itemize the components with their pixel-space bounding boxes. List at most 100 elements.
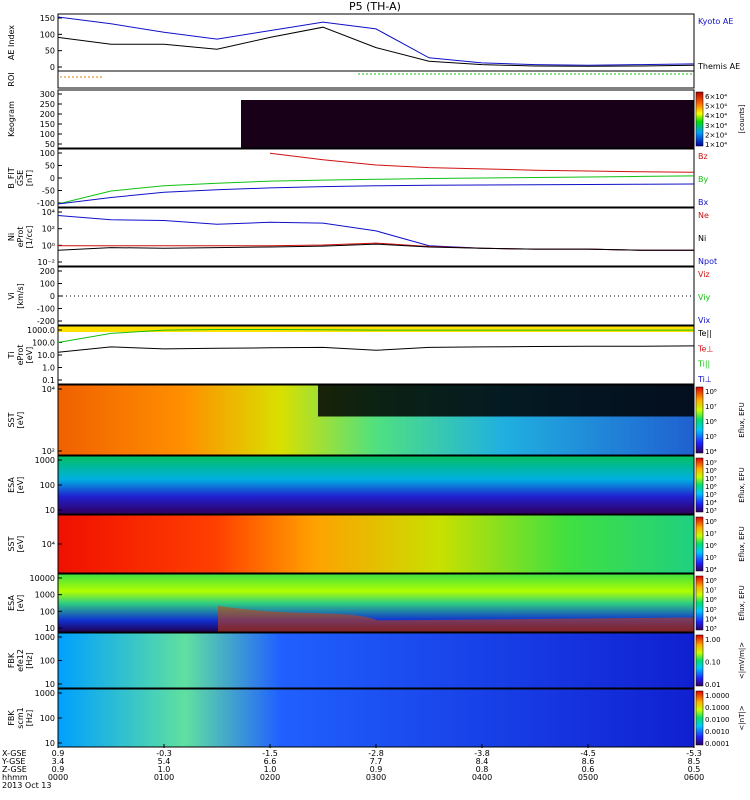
x-tick-x: -2.8	[368, 749, 384, 758]
temperature-legend-0: Te||	[697, 329, 712, 338]
ae-legend-1: Themis AE	[697, 62, 740, 71]
bfield-ylabel-0: B_FIT	[7, 167, 16, 188]
sst_e-ylabel-0: SST	[7, 412, 16, 427]
x-tick-x: -0.3	[156, 749, 172, 758]
x-tick-z: 1.0	[264, 765, 277, 774]
esa-i-band	[218, 605, 694, 632]
temperature-series-ti--	[57, 329, 694, 343]
density-ytick-label: 10²	[42, 225, 55, 234]
esa_e-colorbar	[695, 457, 704, 513]
velocity-ytick-label: 100	[40, 280, 55, 289]
ae-frame	[57, 13, 695, 72]
sst_e-colorbar-label: 10⁶	[705, 418, 717, 426]
fbk_b-ytick-label: 100	[40, 657, 55, 666]
x-tick-z: 0.9	[370, 765, 383, 774]
x-tick-y: 8.5	[688, 757, 701, 766]
roi-ylabel-0: ROI	[7, 72, 16, 86]
velocity-ylabel: Vi [km/s]	[7, 283, 25, 309]
esa_i-ytick-label: 100	[40, 607, 55, 616]
sst_e-frame	[57, 384, 695, 456]
sst_e-ytick-label: 10²	[42, 447, 55, 456]
fbk_e-ylabel-2: [Hz]	[25, 710, 34, 726]
sst_i-colorbar-title: Eflux, EFU	[738, 526, 746, 561]
density-ytick-label: 10⁰	[42, 241, 55, 250]
x-tick-t: 0500	[578, 773, 598, 782]
x-tick-x: -5.3	[686, 749, 702, 758]
x-tick-y: 3.4	[52, 757, 65, 766]
x-tick-z: 0.9	[52, 765, 65, 774]
sst_e-colorbar-label: 10⁴	[705, 448, 717, 456]
velocity-ylabel-1: [km/s]	[16, 283, 25, 309]
ae-ytick-label: 150	[40, 14, 55, 23]
sst_e-ytick-label: 10⁴	[42, 385, 55, 394]
keogram-colorbar-label: 6×10⁴	[705, 93, 727, 101]
temperature-ylabel-0: Ti	[7, 352, 16, 360]
x-row-label: X-GSE	[2, 749, 27, 758]
sst_i-ylabel-1: [eV]	[16, 536, 25, 553]
roi-frame	[57, 70, 695, 89]
temperature-ytick-label: 1.0	[42, 364, 55, 373]
esa_e-ylabel-1: [eV]	[16, 477, 25, 494]
ae-series-themis-ae	[57, 26, 695, 67]
fbk_b-colorbar-label: 0.01	[705, 681, 721, 689]
velocity-ytick-label: 0	[50, 292, 55, 301]
keogram-ytick-label: 200	[40, 110, 55, 119]
x-tick-t: 0200	[260, 773, 280, 782]
esa_e-ylabel-0: ESA	[7, 477, 16, 493]
fbk_e-ylabel-1: scm1	[16, 707, 25, 728]
density-legend-0: Ne	[698, 211, 709, 220]
x-tick-y: 7.7	[370, 757, 383, 766]
x-tick-t: 0000	[48, 773, 68, 782]
esa_e-colorbar-label: 10⁶	[705, 483, 717, 491]
x-tick-t: 0100	[154, 773, 174, 782]
keogram-frame	[57, 89, 695, 149]
esa_i-ylabel-1: [eV]	[16, 595, 25, 612]
sst_e-ylabel: SST [eV]	[7, 412, 25, 429]
temperature-series-te--	[57, 345, 695, 353]
bfield-series-by	[57, 175, 695, 205]
ae-ytick-label: 50	[45, 47, 55, 56]
fbk_e-ylabel: FBK scm1 [Hz]	[7, 707, 34, 728]
keogram-ytick-label: 300	[40, 90, 55, 99]
x-tick-t: 0400	[472, 773, 492, 782]
sst_e-colorbar-title: Eflux, EFU	[738, 402, 746, 437]
density-ylabel-2: [1/cc]	[25, 226, 34, 249]
temperature-ytick-label: 100.0	[32, 339, 55, 348]
x-row-label: Z-GSE	[2, 765, 27, 774]
bfield-legend-0: Bz	[698, 152, 708, 161]
fbk_b-ylabel-1: efe12	[16, 649, 25, 672]
esa_i-ytick-label: 10	[45, 624, 55, 633]
sst_i-spectrogram	[58, 515, 694, 573]
fbk_b-ytick-label: 1000	[35, 633, 55, 642]
x-tick-x: 0.9	[52, 749, 65, 758]
density-ylabel-0: Ni	[7, 233, 16, 241]
x-tick-z: 1.0	[158, 765, 171, 774]
temperature-ylabel-2: [eV]	[25, 347, 34, 364]
keogram-colorbar-title: [counts]	[738, 104, 746, 133]
panel-sst_e: SST [eV] 10⁴ 10² 10⁸ 10⁷ 10⁶ 10⁵ 10⁴ Eflux, EFU	[7, 384, 746, 456]
x-tick-y: 5.4	[158, 757, 171, 766]
velocity-ytick-label: 200	[40, 267, 55, 276]
ae-ylabel-0: AE Index	[7, 25, 16, 60]
esa_e-colorbar-label: 10⁷	[705, 475, 717, 483]
panel-roi: ROI	[7, 70, 695, 89]
sst_e-colorbar-label: 10⁸	[705, 388, 717, 396]
esa_i-colorbar-label: 10³	[705, 625, 717, 633]
bfield-ylabel-1: GSE	[16, 170, 25, 186]
ae-ytick-label: 100	[40, 30, 55, 39]
sst_i-colorbar-label: 10⁷	[705, 530, 717, 538]
temperature-legend-2: Ti||	[697, 360, 710, 369]
fbk_b-ylabel: FBK efe12 [Hz]	[7, 649, 34, 672]
fbk_b-colorbar-label: 0.10	[705, 659, 721, 667]
x-row-label: Y-GSE	[1, 757, 25, 766]
x-tick-z: 0.5	[688, 765, 701, 774]
fbk_e-colorbar-title: <|nT|>	[738, 705, 746, 730]
sst-e-void	[318, 385, 694, 417]
bfield-ytick-label: 50	[45, 162, 55, 171]
temperature-legend-1: Te⊥	[697, 344, 713, 353]
esa_e-ytick-label: 1000	[35, 456, 55, 465]
bfield-ylabel-2: [nT]	[25, 170, 34, 186]
x-tick-x: -4.5	[580, 749, 596, 758]
